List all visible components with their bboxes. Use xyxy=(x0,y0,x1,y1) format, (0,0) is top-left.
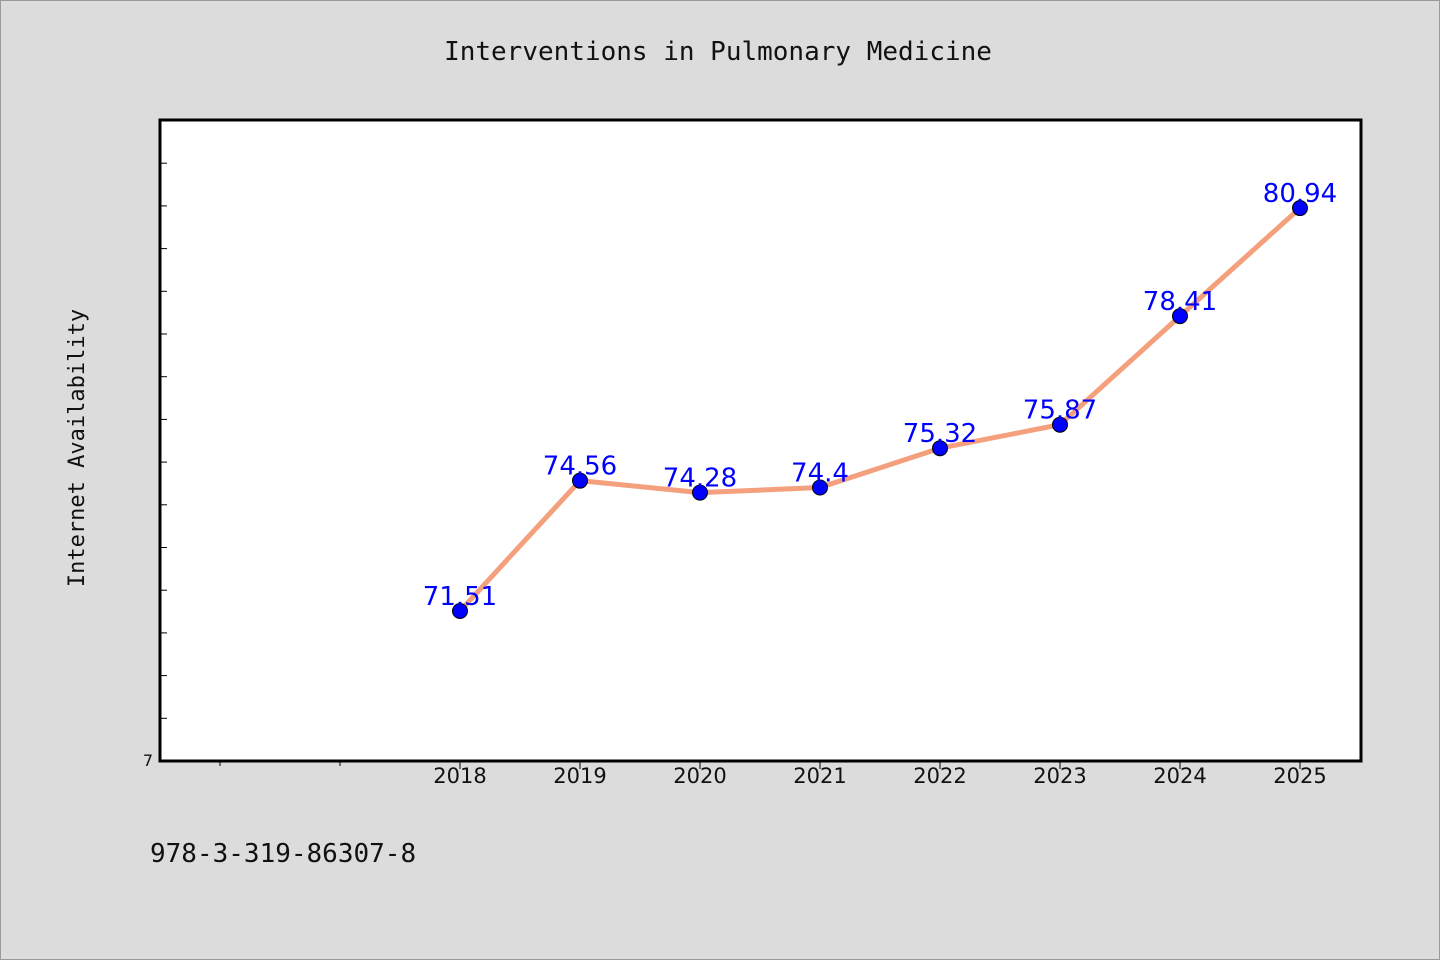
data-label: 74.28 xyxy=(663,464,737,494)
data-label: 75.32 xyxy=(903,419,977,449)
data-point xyxy=(812,479,828,496)
data-point xyxy=(1172,308,1188,325)
data-label: 74.56 xyxy=(543,452,617,482)
x-tick-label: 2022 xyxy=(913,764,966,788)
x-tick-label: 2024 xyxy=(1153,764,1206,788)
x-tick-label: 2018 xyxy=(433,764,486,788)
y-tick-label: 7 xyxy=(143,751,153,770)
data-point xyxy=(1292,200,1308,217)
chart-title: Interventions in Pulmonary Medicine xyxy=(444,37,992,67)
data-label: 71.51 xyxy=(423,582,497,612)
data-point xyxy=(932,440,948,457)
x-tick-label: 2019 xyxy=(553,764,606,788)
series-line xyxy=(457,205,1303,614)
data-markers xyxy=(452,200,1308,620)
plot-area xyxy=(158,118,1363,763)
x-axis-minor-ticks xyxy=(219,761,341,766)
x-tick-label: 2023 xyxy=(1033,764,1086,788)
y-axis-label: Internet Availability xyxy=(65,309,90,587)
data-point xyxy=(572,472,588,489)
x-tick-label: 2021 xyxy=(793,764,846,788)
data-label: 78.41 xyxy=(1143,287,1217,317)
data-point xyxy=(692,484,708,501)
data-label: 74.4 xyxy=(791,459,849,489)
data-labels: 71.51 74.56 74.28 74.4 75.32 75.87 78.41 80.94 xyxy=(423,179,1337,612)
x-axis-ticks: 2018 2019 2020 2021 2022 2023 2024 2025 xyxy=(433,761,1327,788)
series-line-group xyxy=(457,205,1303,614)
isbn-footer: 978-3-319-86307-8 xyxy=(150,839,416,869)
x-tick-label: 2020 xyxy=(673,764,726,788)
x-tick-label: 2025 xyxy=(1273,764,1326,788)
data-point xyxy=(452,603,468,620)
y-axis-ticks xyxy=(160,162,167,719)
data-label: 80.94 xyxy=(1263,179,1337,209)
data-label: 75.87 xyxy=(1023,396,1097,426)
data-point xyxy=(1052,416,1068,433)
